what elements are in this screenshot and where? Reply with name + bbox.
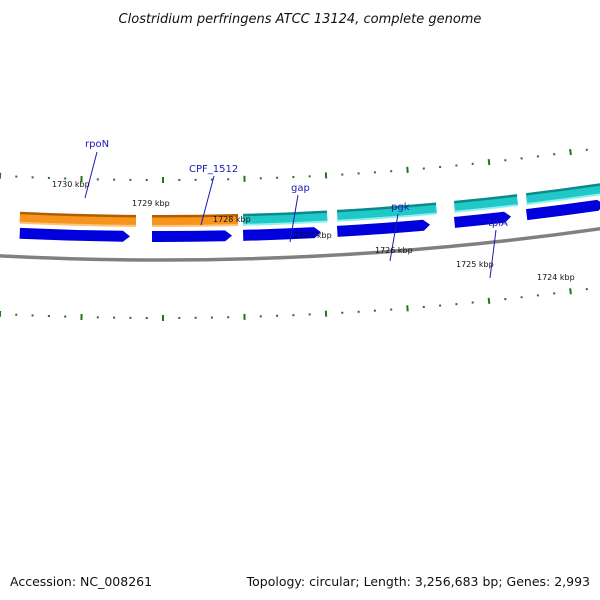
gene-label-gap: gap	[291, 183, 310, 194]
feature-highlight-pgk	[337, 212, 437, 222]
leader-line-pgk	[389, 213, 399, 262]
leader-line-tpia	[489, 229, 497, 279]
feature-highlight-cpf-1512	[151, 224, 239, 228]
outer-tick-ring	[0, 148, 588, 183]
feature-unlabeled	[526, 185, 600, 205]
genome-backbone	[0, 226, 600, 262]
cds-arrow-pgk	[337, 219, 430, 237]
feature-highlight-tpia	[454, 204, 518, 213]
gene-label-tpiA: tpiA	[488, 218, 508, 229]
outer-ring-tick	[569, 148, 572, 156]
leader-line-cpf-1512	[200, 175, 215, 226]
outer-ring-tick	[487, 158, 491, 166]
feature-pgk	[337, 204, 437, 221]
feature-edge-unlabeled	[526, 183, 600, 196]
ruler-label-1727: 1727 kbp	[294, 231, 332, 240]
ruler-label-1724: 1724 kbp	[537, 273, 575, 282]
cds-arrow-track	[19, 199, 600, 242]
feature-edge-tpia	[454, 194, 518, 204]
feature-edge-cpf-1512	[151, 214, 239, 218]
gene-label-CPF_1512: CPF_1512	[189, 164, 238, 175]
feature-cpf-1512	[151, 216, 239, 226]
cds-arrow-unlabeled	[526, 199, 600, 221]
feature-highlight-rpon	[19, 221, 136, 227]
ruler-label-1726: 1726 kbp	[375, 246, 413, 255]
cds-arrow-tpia	[454, 211, 511, 228]
ruler-label-1729: 1729 kbp	[132, 199, 170, 208]
gene-label-pgk: pgk	[391, 202, 410, 213]
feature-edge-gap	[243, 210, 328, 217]
feature-highlight-unlabeled	[526, 193, 600, 206]
map-title: Clostridium perfringens ATCC 13124, comp…	[119, 12, 482, 27]
ruler-label-group: 1730 kbp 1729 kbp 1728 kbp 1727 kbp 1726…	[52, 180, 575, 282]
cds-arrow-cpf-1512	[151, 230, 232, 242]
cds-arrow-rpon	[19, 227, 131, 242]
inner-ring-tick	[569, 288, 572, 295]
cds-arrow-gap	[243, 227, 321, 241]
genome-summary-text: Topology: circular; Length: 3,256,683 bp…	[246, 574, 590, 589]
ruler-label-1725: 1725 kbp	[456, 260, 494, 269]
feature-track	[19, 183, 600, 228]
gene-label-group: rpoN CPF_1512 gap pgk tpiA	[85, 139, 508, 229]
ruler-label-1728: 1728 kbp	[213, 215, 251, 224]
inner-ring-tick	[487, 297, 491, 304]
gene-label-leaders	[84, 151, 497, 279]
gene-label-rpoN: rpoN	[85, 139, 109, 150]
inner-tick-ring	[0, 287, 588, 321]
accession-text: Accession: NC_008261	[10, 574, 152, 589]
feature-edge-pgk	[337, 202, 437, 213]
feature-highlight-gap	[243, 220, 328, 226]
feature-edge-rpon	[19, 211, 137, 218]
leader-line-gap	[289, 194, 299, 243]
feature-tpia	[454, 196, 519, 212]
leader-line-rpon	[84, 151, 98, 199]
ruler-label-1730: 1730 kbp	[52, 180, 90, 189]
